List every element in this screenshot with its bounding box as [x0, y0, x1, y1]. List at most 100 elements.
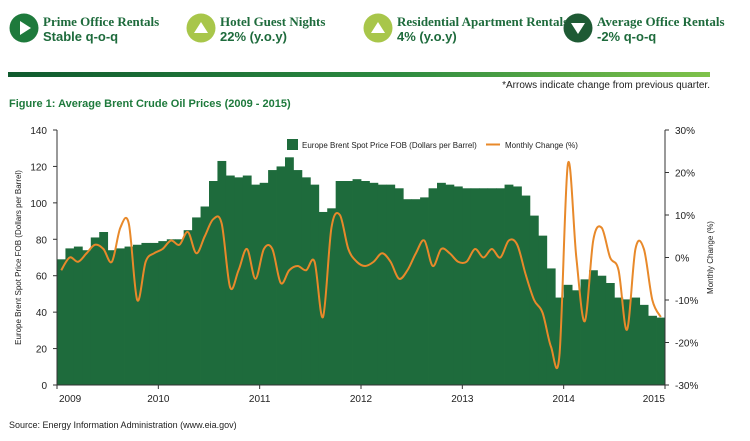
price-bar	[513, 186, 522, 385]
header-divider	[8, 72, 710, 77]
y-axis-title: Europe Brent Spot Price FOB (Dollars per…	[14, 170, 23, 345]
y-tick-label: 0	[41, 381, 47, 392]
y2-tick-label: -30%	[675, 381, 698, 392]
price-bar	[217, 160, 227, 385]
brent-oil-chart: 0 20 40 60 80 100 120 140 -30% -20% -10% 0% 10% 20% 30…	[14, 126, 715, 405]
x-tick-label: 2012	[350, 394, 373, 405]
price-bar	[394, 188, 404, 385]
price-bar	[631, 297, 641, 385]
arrow-up-icon	[186, 13, 216, 43]
price-bar	[251, 184, 261, 385]
price-bar	[411, 199, 421, 385]
price-bar	[344, 181, 353, 385]
y-tick-label: 40	[36, 308, 48, 319]
kpi-title: Prime Office Rentals	[43, 14, 160, 29]
price-bar	[318, 211, 328, 385]
price-bar	[538, 235, 548, 385]
price-bar	[166, 239, 176, 385]
price-bar	[200, 206, 210, 385]
y2-tick-label: 0%	[675, 254, 690, 265]
legend-label-price: Europe Brent Spot Price FOB (Dollars per…	[302, 141, 477, 150]
price-bar	[107, 250, 117, 385]
price-bar	[597, 275, 607, 385]
price-bar	[234, 177, 244, 385]
price-bar	[310, 184, 320, 385]
price-bar	[124, 246, 134, 385]
price-bar	[420, 197, 429, 385]
price-bar	[605, 283, 615, 385]
legend-label-change: Monthly Change (%)	[505, 141, 578, 150]
price-bar	[453, 186, 463, 385]
price-bar	[352, 179, 362, 385]
price-bar	[327, 208, 337, 385]
y2-tick-label: 10%	[675, 211, 695, 222]
price-bar	[622, 299, 632, 385]
kpi-value: -2% q-o-q	[597, 29, 657, 44]
price-bar	[99, 232, 109, 385]
x-tick-label: 2011	[249, 394, 271, 405]
price-bar	[386, 184, 396, 385]
x-tick-label: 2010	[147, 394, 170, 405]
price-bar	[504, 184, 514, 385]
y-tick-label: 100	[30, 199, 47, 210]
price-bar	[377, 184, 387, 385]
y2-tick-label: 20%	[675, 169, 695, 180]
price-bar	[521, 195, 531, 385]
price-bar	[361, 181, 370, 385]
price-bar	[589, 270, 598, 385]
price-bar	[242, 175, 252, 385]
y2-axis-title: Monthly Change (%)	[706, 221, 715, 294]
arrow-right-icon	[9, 13, 39, 43]
price-bar	[648, 315, 657, 385]
kpi-title: Average Office Rentals	[597, 14, 725, 29]
y-tick-label: 60	[36, 272, 48, 283]
price-bar	[149, 242, 159, 385]
y-tick-label: 140	[30, 126, 47, 137]
price-bar	[293, 170, 303, 385]
price-bar	[301, 177, 311, 385]
price-bar	[57, 259, 66, 385]
arrow-down-icon	[563, 13, 593, 43]
monthly-change-line	[60, 160, 662, 370]
kpi-title: Hotel Guest Nights	[220, 14, 326, 29]
figure-title: Figure 1: Average Brent Crude Oil Prices…	[9, 98, 291, 110]
price-bar	[335, 181, 345, 385]
y2-tick-label: -10%	[675, 296, 698, 307]
price-bar	[428, 188, 438, 385]
price-bar	[462, 188, 472, 385]
price-bar	[209, 181, 218, 385]
price-bar	[470, 188, 480, 385]
price-bar	[639, 304, 649, 385]
price-bar	[90, 237, 100, 385]
y-tick-label: 80	[36, 235, 48, 246]
price-bar	[572, 290, 581, 385]
price-bar	[225, 175, 235, 385]
arrow-up-icon	[363, 13, 393, 43]
x-tick-label: 2009	[59, 394, 82, 405]
price-bar	[403, 199, 413, 385]
price-bar	[580, 279, 590, 385]
price-bar	[479, 188, 489, 385]
price-bar	[175, 239, 185, 385]
y-tick-label: 120	[30, 162, 47, 173]
price-bar	[259, 182, 269, 385]
price-bar	[437, 182, 446, 385]
price-bar	[496, 188, 505, 385]
price-bar	[614, 297, 624, 385]
price-bar	[65, 248, 75, 385]
price-bar	[133, 244, 142, 385]
price-bar	[445, 184, 455, 385]
price-bar	[158, 241, 168, 385]
price-bar	[116, 248, 125, 385]
kpi-value: Stable q-o-q	[43, 29, 119, 44]
price-bar	[82, 250, 92, 385]
price-bar	[276, 166, 286, 385]
price-bar	[73, 246, 83, 385]
x-tick-label: 2014	[553, 394, 576, 405]
price-bar	[563, 284, 573, 385]
price-bar	[192, 217, 201, 385]
y2-tick-label: 30%	[675, 126, 695, 137]
source-note: Source: Energy Information Administratio…	[9, 420, 237, 430]
price-bar	[369, 182, 379, 385]
price-bar	[183, 230, 193, 385]
